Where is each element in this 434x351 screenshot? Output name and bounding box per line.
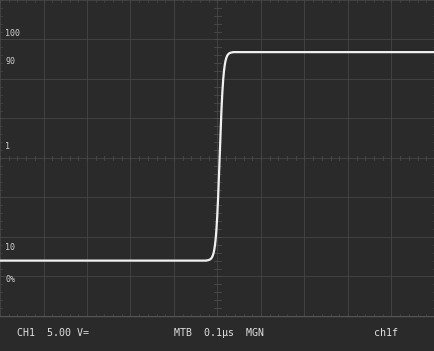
Text: 100: 100 (5, 29, 20, 38)
Text: 10: 10 (5, 244, 15, 252)
Text: CH1  5.00 V=: CH1 5.00 V= (17, 329, 89, 338)
Text: 0%: 0% (5, 275, 15, 284)
Text: 90: 90 (5, 57, 15, 66)
Text: ch1f: ch1f (373, 329, 397, 338)
Text: MTB  0.1μs  MGN: MTB 0.1μs MGN (174, 329, 263, 338)
Text: 1: 1 (5, 143, 10, 151)
